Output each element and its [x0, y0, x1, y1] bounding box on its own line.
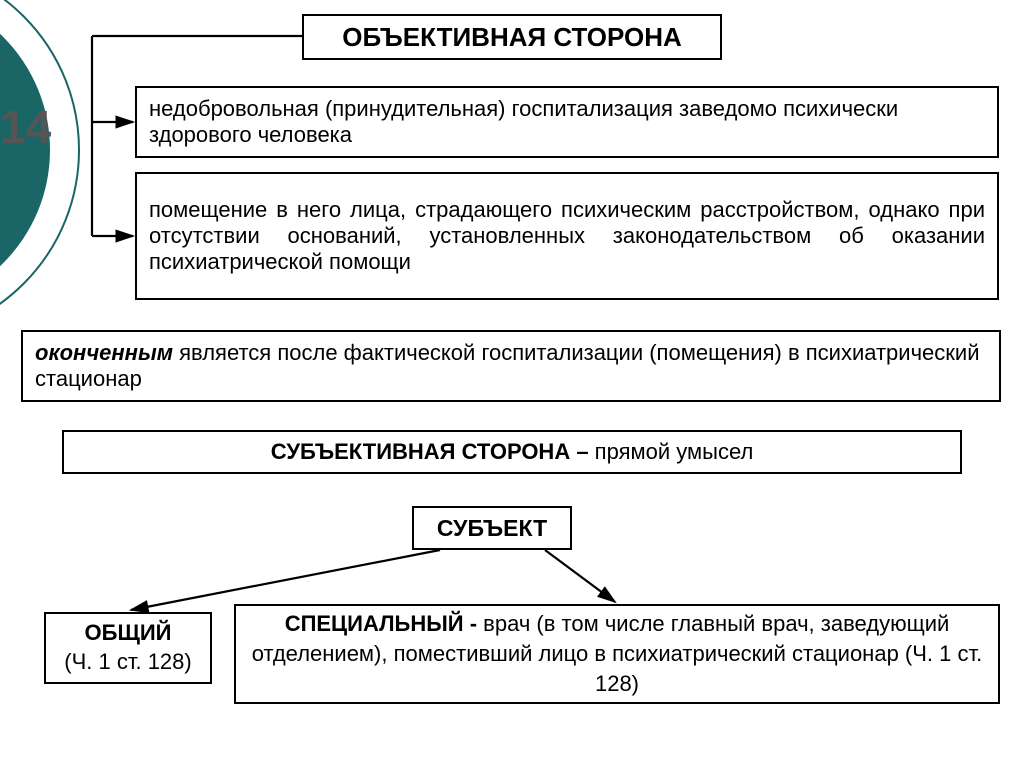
- special-bold: СПЕЦИАЛЬНЫЙ -: [285, 611, 483, 636]
- general-ref: (Ч. 1 ст. 128): [64, 648, 191, 677]
- general-box: ОБЩИЙ (Ч. 1 ст. 128): [44, 612, 212, 684]
- branch-2-text: помещение в него лица, страдающего психи…: [149, 197, 985, 275]
- subject-text: СУБЪЕКТ: [437, 515, 547, 542]
- title-box: ОБЪЕКТИВНАЯ СТОРОНА: [302, 14, 722, 60]
- subjective-normal: прямой умысел: [595, 439, 754, 464]
- subjective-box: СУБЪЕКТИВНАЯ СТОРОНА – прямой умысел: [62, 430, 962, 474]
- subject-box: СУБЪЕКТ: [412, 506, 572, 550]
- branch-box-1: недобровольная (принудительная) госпитал…: [135, 86, 999, 158]
- completed-italic: оконченным: [35, 340, 173, 365]
- completed-rest: является после фактической госпитализаци…: [35, 340, 980, 391]
- subjective-bold: СУБЪЕКТИВНАЯ СТОРОНА –: [271, 439, 595, 464]
- branch-box-2: помещение в него лица, страдающего психи…: [135, 172, 999, 300]
- branch-1-text: недобровольная (принудительная) госпитал…: [149, 96, 985, 148]
- special-box: СПЕЦИАЛЬНЫЙ - врач (в том числе главный …: [234, 604, 1000, 704]
- general-bold: ОБЩИЙ: [85, 619, 172, 648]
- slide-number: 14: [0, 100, 51, 154]
- title-text: ОБЪЕКТИВНАЯ СТОРОНА: [342, 22, 682, 53]
- completed-box: оконченным является после фактической го…: [21, 330, 1001, 402]
